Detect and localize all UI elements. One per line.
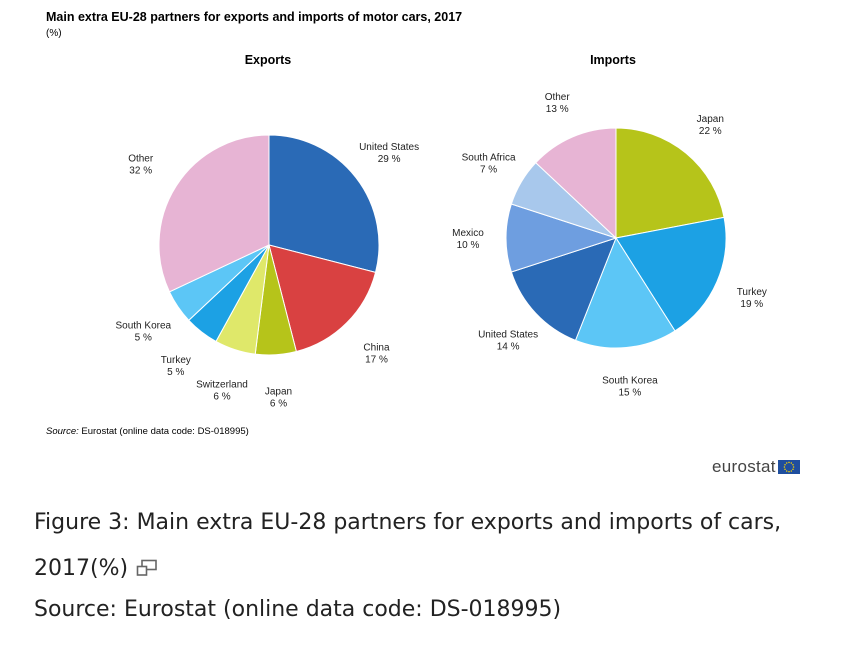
imports-label-south-korea: South Korea 15 % (602, 375, 658, 398)
exports-slice-china (268, 244, 377, 353)
exports-label-china: China 17 % (363, 343, 390, 366)
exports-pie: United States 29 % China 17 % Japan 6 % Switze… (115, 134, 419, 410)
imports-label-other: Other 13 % (545, 92, 571, 115)
imports-slice-other (535, 127, 617, 240)
exports-chart-title: Exports (245, 53, 292, 67)
imports-label-united-states: United States 14 % (478, 329, 538, 352)
caption-source: Source: Eurostat (online data code: DS-0… (34, 597, 562, 622)
imports-slice-turkey (615, 216, 727, 332)
chart-main-title: Main extra EU-28 partners for exports an… (46, 10, 463, 24)
eurostat-logo: eurostat (712, 457, 800, 477)
exports-label-other: Other 32 % (128, 154, 154, 177)
eu-flag-icon (777, 460, 800, 474)
pie-charts: Exports Imports United States 29 % China 17… (115, 53, 767, 410)
figure-caption-text: Figure 3: Main extra EU-28 partners for … (34, 510, 782, 581)
imports-label-south-africa: South Africa 7 % (462, 153, 516, 176)
imports-pie: Japan 22 % Turkey 19 % South Korea 15 % United… (452, 92, 767, 398)
imports-slice-south-korea (574, 236, 676, 349)
exports-label-turkey: Turkey 5 % (161, 355, 191, 378)
imports-slice-japan (615, 127, 725, 239)
exports-slice-united-states (268, 134, 380, 273)
imports-label-mexico: Mexico 10 % (452, 228, 484, 251)
figure-caption: Figure 3: Main extra EU-28 partners for … (34, 500, 824, 594)
exports-label-united-states: United States 29 % (359, 142, 419, 165)
source-prefix: Source: (46, 426, 79, 437)
exports-label-japan: Japan 6 % (265, 387, 292, 410)
exports-slice-other (158, 134, 270, 293)
imports-label-turkey: Turkey 19 % (737, 287, 767, 310)
imports-label-japan: Japan 22 % (697, 114, 724, 137)
logo-text: eurostat (712, 457, 776, 476)
source-text: Eurostat (online data code: DS-018995) (81, 426, 249, 437)
expand-icon[interactable] (136, 548, 158, 594)
imports-chart-title: Imports (590, 53, 636, 67)
chart-unit: (%) (46, 28, 62, 39)
exports-label-switzerland: Switzerland 6 % (196, 380, 248, 403)
chart-source: Source: Eurostat (online data code: DS-0… (46, 426, 249, 437)
exports-label-south-korea: South Korea 5 % (115, 320, 171, 343)
